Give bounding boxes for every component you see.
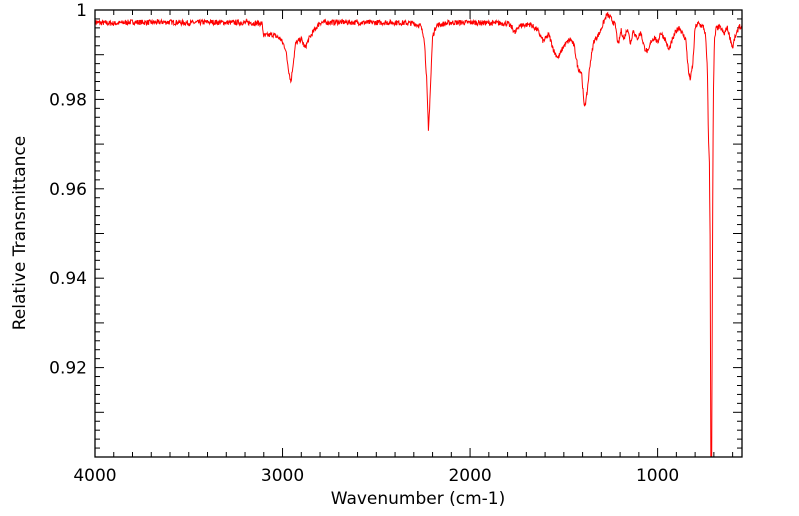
y-tick-label: 0.96 (49, 180, 87, 200)
x-tick-label: 2000 (448, 466, 491, 486)
y-axis-ticks: 0.92 0.94 0.96 0.98 1 (49, 1, 742, 458)
x-tick-label: 1000 (636, 466, 679, 486)
x-tick-label: 4000 (73, 466, 116, 486)
y-tick-label: 0.98 (49, 90, 87, 110)
x-axis-label: Wavenumber (cm-1) (331, 489, 506, 509)
y-tick-label: 0.94 (49, 269, 87, 289)
x-axis-ticks: 4000 3000 2000 1000 (73, 10, 734, 486)
y-axis-label: Relative Transmittance (10, 136, 30, 331)
plot-frame (94, 9, 743, 458)
spectrum-line (95, 11, 742, 457)
x-tick-label: 3000 (261, 466, 304, 486)
y-tick-label: 0.92 (49, 359, 87, 379)
y-tick-label: 1 (76, 1, 87, 21)
